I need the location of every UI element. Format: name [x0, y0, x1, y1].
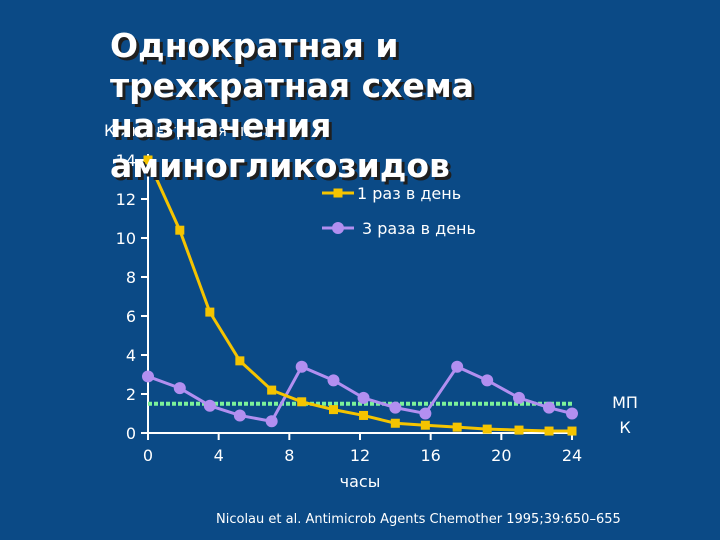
data-point-circle — [451, 360, 464, 373]
chart-series — [142, 155, 578, 436]
legend-marker-circle — [332, 222, 344, 234]
data-point-circle — [513, 391, 525, 404]
x-axis-label: часы — [340, 472, 381, 491]
data-point-circle — [142, 370, 154, 383]
x-tick-label: 8 — [284, 446, 294, 465]
data-point-square — [329, 405, 338, 415]
data-point-square — [514, 425, 524, 435]
data-point-square — [143, 155, 153, 165]
data-point-circle — [419, 407, 432, 420]
data-point-circle — [173, 382, 186, 395]
data-point-circle — [357, 391, 370, 404]
legend-marker-square — [333, 188, 343, 198]
y-tick-label: 4 — [126, 346, 136, 365]
y-tick-label: 6 — [126, 307, 136, 326]
data-point-square — [267, 385, 277, 395]
data-point-square — [297, 397, 307, 407]
x-tick-label: 12 — [350, 446, 370, 465]
y-axis-label: Концентрация мг/л — [104, 121, 269, 140]
data-point-square — [205, 307, 215, 317]
y-tick-label: 0 — [126, 424, 136, 443]
y-tick-label: 2 — [126, 385, 136, 404]
data-point-circle — [543, 401, 556, 414]
y-tick-label: 14 — [116, 151, 136, 170]
slide-title: Однократная и трехкратная схема назначен… — [110, 26, 475, 185]
data-point-circle — [233, 409, 246, 422]
x-tick-label: 24 — [562, 446, 582, 465]
mpk-label-line1: МП — [612, 393, 638, 412]
legend-label: 1 раз в день — [357, 184, 461, 203]
data-point-square — [390, 418, 400, 428]
x-tick-label: 20 — [491, 446, 511, 465]
data-point-square — [452, 422, 462, 432]
data-point-square — [359, 410, 369, 420]
chart-legend: 1 раз в день 3 раза в день — [322, 184, 476, 238]
citation: Nicolau et al. Antimicrob Agents Chemoth… — [216, 512, 621, 527]
data-point-circle — [481, 374, 494, 387]
x-tick-label: 4 — [214, 446, 224, 465]
y-tick-label: 8 — [126, 268, 136, 287]
data-point-square — [544, 426, 554, 436]
data-point-circle — [295, 360, 308, 373]
x-tick-label: 16 — [420, 446, 440, 465]
data-point-square — [482, 424, 492, 434]
data-point-circle — [203, 399, 216, 412]
y-tick-label: 10 — [116, 229, 136, 248]
data-point-circle — [389, 401, 402, 414]
data-point-circle — [265, 415, 278, 428]
mpk-label-line2: К — [619, 418, 631, 437]
data-point-square — [175, 225, 185, 235]
y-tick-label: 12 — [116, 190, 136, 209]
data-point-circle — [566, 407, 578, 420]
data-point-circle — [327, 374, 340, 387]
data-point-square — [567, 426, 577, 436]
data-point-square — [420, 420, 430, 430]
data-point-square — [235, 356, 245, 366]
x-tick-label: 0 — [143, 446, 153, 465]
legend-label: 3 раза в день — [362, 219, 476, 238]
